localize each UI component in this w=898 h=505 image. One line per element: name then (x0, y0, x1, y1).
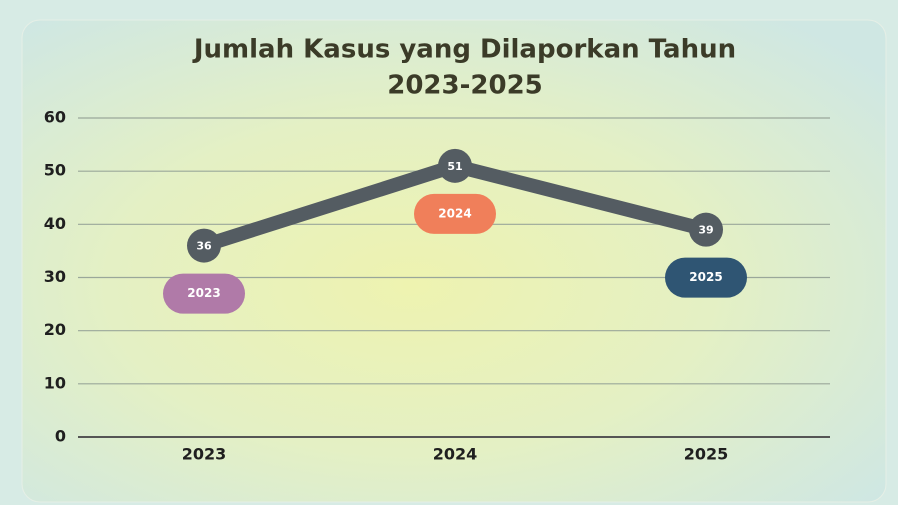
x-tick-label: 2025 (684, 445, 729, 464)
year-pill (665, 257, 747, 298)
year-pill (414, 193, 496, 234)
chart-title: Jumlah Kasus yang Dilaporkan Tahun (192, 35, 736, 65)
card (21, 19, 887, 503)
y-tick-label: 0 (55, 427, 66, 446)
y-tick-label: 60 (44, 108, 66, 127)
y-tick-label: 50 (44, 161, 66, 180)
year-pill-label: 2024 (438, 206, 471, 220)
data-point (438, 148, 472, 183)
y-tick-label: 30 (44, 267, 66, 286)
y-tick-label: 10 (44, 373, 66, 392)
y-tick-label: 40 (44, 214, 66, 233)
data-point (187, 228, 221, 263)
data-label: 39 (698, 224, 713, 237)
data-label: 51 (447, 160, 462, 173)
y-tick-label: 20 (44, 320, 66, 339)
data-label: 36 (196, 240, 212, 253)
year-pill (163, 273, 245, 314)
chart-title: 2023-2025 (387, 71, 543, 101)
x-tick-label: 2024 (433, 445, 478, 464)
data-point (689, 212, 723, 247)
year-pill-label: 2023 (187, 286, 220, 300)
year-pill-label: 2025 (689, 270, 722, 284)
x-tick-label: 2023 (182, 445, 227, 464)
